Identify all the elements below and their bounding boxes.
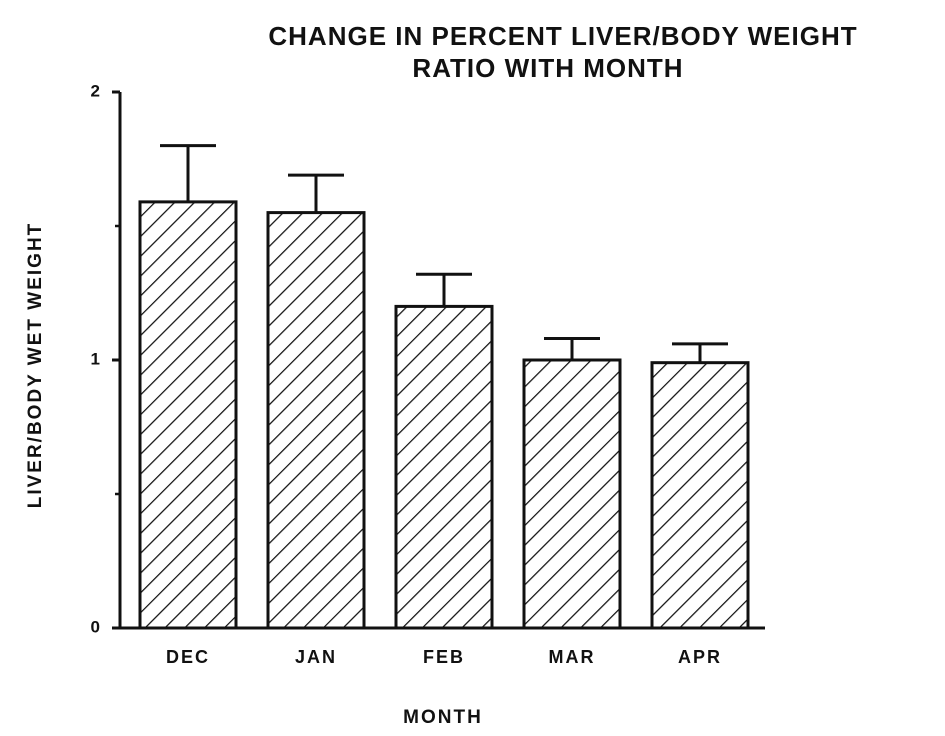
y-tick-label: 0 — [91, 617, 100, 636]
bar — [138, 200, 238, 630]
y-tick-label: 1 — [91, 349, 100, 368]
chart-title: RATIO WITH MONTH — [412, 53, 683, 83]
bar — [266, 211, 366, 630]
x-tick-label: MAR — [549, 647, 596, 667]
y-axis-title: LIVER/BODY WET WEIGHT — [25, 222, 46, 509]
error-bar — [416, 272, 472, 307]
error-bar — [288, 173, 344, 213]
error-bar — [672, 342, 728, 363]
chart-title: CHANGE IN PERCENT LIVER/BODY WEIGHT — [268, 21, 857, 51]
error-bar — [160, 144, 216, 202]
bar — [394, 304, 494, 630]
bar — [522, 358, 622, 630]
bar — [650, 361, 750, 630]
x-tick-label: APR — [678, 647, 722, 667]
x-tick-label: FEB — [423, 647, 465, 667]
x-tick-label: JAN — [295, 647, 337, 667]
x-axis-title: MONTH — [403, 707, 483, 728]
y-tick-label: 2 — [91, 81, 100, 100]
x-tick-label: DEC — [166, 647, 210, 667]
error-bar — [544, 337, 600, 360]
